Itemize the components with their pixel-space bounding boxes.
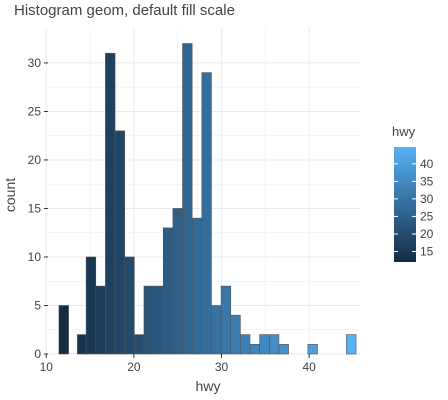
legend-colorbar — [394, 147, 416, 262]
legend-tick-label: 35 — [420, 174, 434, 188]
y-axis-title: count — [2, 178, 18, 212]
histogram-bar — [162, 227, 174, 355]
histogram-bar — [201, 72, 212, 355]
legend: hwy 15 20 25 30 35 40 — [392, 124, 434, 262]
histogram-bar — [143, 285, 154, 355]
histogram-bar — [58, 305, 69, 355]
x-tick-label: 30 — [215, 360, 229, 374]
x-tick-label: 40 — [302, 360, 316, 374]
axes-layer: 0 5 10 15 20 25 30 10 20 30 40 — [28, 56, 317, 374]
legend-tick-label: 30 — [420, 192, 434, 206]
y-tick-label: 20 — [28, 153, 42, 167]
histogram-bar — [191, 217, 203, 355]
histogram-bar — [85, 256, 97, 355]
y-tick-label: 15 — [28, 201, 42, 215]
histogram-bar — [105, 52, 116, 355]
histogram-bar — [153, 285, 164, 355]
x-axis-title: hwy — [196, 378, 221, 394]
histogram-bar — [124, 256, 135, 355]
chart-title: Histogram geom, default fill scale — [14, 2, 235, 19]
x-tick-label: 20 — [127, 360, 141, 374]
legend-title: hwy — [392, 124, 416, 139]
histogram-bar — [172, 208, 183, 355]
histogram-bar — [259, 334, 270, 355]
histogram-bar — [240, 334, 251, 355]
y-tick-label: 5 — [34, 298, 41, 312]
histogram-bar — [77, 334, 88, 355]
histogram-bar — [95, 285, 106, 355]
legend-ticks: 15 20 25 30 35 40 — [394, 157, 434, 258]
histogram-bar — [182, 43, 193, 355]
x-tick-label: 10 — [40, 360, 54, 374]
histogram-bar — [220, 285, 232, 355]
histogram-bar — [307, 343, 318, 355]
legend-tick-label: 20 — [420, 227, 434, 241]
y-tick-label: 30 — [28, 56, 42, 70]
histogram-bar — [134, 334, 145, 355]
y-tick-label: 10 — [28, 250, 42, 264]
histogram-bar — [211, 305, 222, 355]
histogram-bar — [346, 334, 357, 355]
histogram-bar — [278, 343, 289, 355]
legend-tick-label: 15 — [420, 244, 434, 258]
legend-tick-label: 25 — [420, 209, 434, 223]
histogram-bar — [230, 314, 241, 355]
histogram-bar — [114, 130, 125, 355]
legend-tick-label: 40 — [420, 157, 434, 171]
y-tick-label: 25 — [28, 104, 42, 118]
y-tick-label: 0 — [34, 347, 41, 361]
histogram-bar — [249, 343, 260, 355]
histogram-bar — [268, 334, 280, 355]
bars-layer — [58, 43, 357, 355]
